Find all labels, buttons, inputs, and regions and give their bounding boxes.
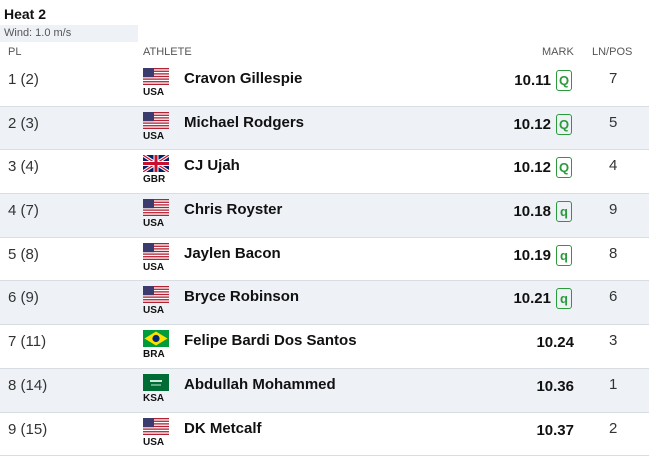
table-row[interactable]: 5 (8) USA Jaylen Bacon 10.19 q 8 xyxy=(0,238,649,282)
usa-flag-icon xyxy=(143,242,169,260)
ksa-flag-icon xyxy=(143,373,169,391)
mark-time: 10.21 xyxy=(513,290,551,308)
heat-title: Heat 2 xyxy=(4,6,47,22)
country-code: USA xyxy=(143,305,165,317)
country-code: BRA xyxy=(143,349,165,361)
athlete-name[interactable]: Felipe Bardi Dos Santos xyxy=(184,332,357,350)
mark-time: 10.36 xyxy=(536,377,574,395)
table-row[interactable]: 2 (3) USA Michael Rodgers 10.12 Q 5 xyxy=(0,106,649,151)
lane-position: 5 xyxy=(609,113,618,131)
athlete-name[interactable]: Jaylen Bacon xyxy=(184,244,281,262)
results-table: 1 (2) USA Cravon Gillespie 10.11 Q 7 2 (3) USA M… xyxy=(0,63,649,457)
country-code: USA xyxy=(143,261,165,273)
col-athlete: ATHLETE xyxy=(143,46,192,58)
usa-flag-icon xyxy=(143,417,169,435)
qualifier-badge: Q xyxy=(556,157,572,179)
mark-time: 10.37 xyxy=(536,421,574,439)
table-row[interactable]: 1 (2) USA Cravon Gillespie 10.11 Q 7 xyxy=(0,63,649,107)
results-header: PL ATHLETE MARK LN/POS xyxy=(0,46,649,63)
athlete-name[interactable]: CJ Ujah xyxy=(184,157,240,175)
athlete-name[interactable]: Chris Royster xyxy=(184,201,283,219)
place: 7 (11) xyxy=(8,333,47,351)
table-row[interactable]: 3 (4) GBR CJ Ujah 10.12 Q 4 xyxy=(0,150,649,195)
table-row[interactable]: 7 (11) BRA Felipe Bardi Dos Santos 10.24 3 xyxy=(0,325,649,369)
table-row[interactable]: 4 (7) USA Chris Royster 10.18 q 9 xyxy=(0,194,649,238)
mark-time: 10.11 xyxy=(514,72,551,89)
lane-position: 8 xyxy=(609,244,618,262)
athlete-name[interactable]: DK Metcalf xyxy=(184,419,262,437)
qualifier-badge: q xyxy=(556,288,572,310)
country-code: USA xyxy=(143,218,165,230)
country-code: USA xyxy=(143,130,165,142)
place: 5 (8) xyxy=(8,245,39,263)
mark-time: 10.19 xyxy=(513,246,551,264)
place: 6 (9) xyxy=(8,289,39,307)
athlete-name[interactable]: Cravon Gillespie xyxy=(184,70,303,87)
place: 4 (7) xyxy=(8,202,39,220)
country-code: KSA xyxy=(143,392,165,404)
bra-flag-icon xyxy=(143,330,169,348)
lane-position: 4 xyxy=(609,157,618,175)
qualifier-badge: q xyxy=(556,244,572,266)
place: 2 (3) xyxy=(8,114,39,132)
country-code: GBR xyxy=(143,174,166,186)
usa-flag-icon xyxy=(143,286,169,304)
table-row[interactable]: 9 (15) USA DK Metcalf 10.37 2 xyxy=(0,413,649,457)
lane-position: 1 xyxy=(609,375,618,393)
mark-time: 10.12 xyxy=(513,115,551,133)
col-lnpos: LN/POS xyxy=(592,46,633,58)
qualifier-badge: Q xyxy=(556,70,572,91)
place: 3 (4) xyxy=(8,158,39,176)
lane-position: 3 xyxy=(609,332,618,350)
lane-position: 2 xyxy=(609,419,618,437)
qualifier-badge: q xyxy=(556,201,572,223)
usa-flag-icon xyxy=(143,199,169,217)
place: 8 (14) xyxy=(8,376,48,394)
col-pl: PL xyxy=(8,46,22,58)
lane-position: 9 xyxy=(609,201,618,219)
athlete-name[interactable]: Abdullah Mohammed xyxy=(184,375,336,393)
place: 1 (2) xyxy=(8,71,39,88)
athlete-name[interactable]: Bryce Robinson xyxy=(184,288,300,306)
usa-flag-icon xyxy=(143,68,169,85)
mark-time: 10.24 xyxy=(536,334,574,352)
gbr-flag-icon xyxy=(143,155,169,173)
mark-time: 10.18 xyxy=(513,203,551,221)
country-code: USA xyxy=(143,436,165,448)
athlete-name[interactable]: Michael Rodgers xyxy=(184,113,305,131)
place: 9 (15) xyxy=(8,420,48,438)
table-row[interactable]: 8 (14) KSA Abdullah Mohammed 10.36 1 xyxy=(0,368,649,413)
usa-flag-icon xyxy=(143,111,169,129)
table-row[interactable]: 6 (9) USA Bryce Robinson 10.21 q 6 xyxy=(0,281,649,326)
qualifier-badge: Q xyxy=(556,113,572,135)
mark-time: 10.12 xyxy=(513,159,551,177)
wind-info: Wind: 1.0 m/s xyxy=(0,25,138,42)
lane-position: 6 xyxy=(609,288,618,306)
col-mark: MARK xyxy=(542,46,574,58)
country-code: USA xyxy=(143,87,165,98)
lane-position: 7 xyxy=(609,70,618,87)
